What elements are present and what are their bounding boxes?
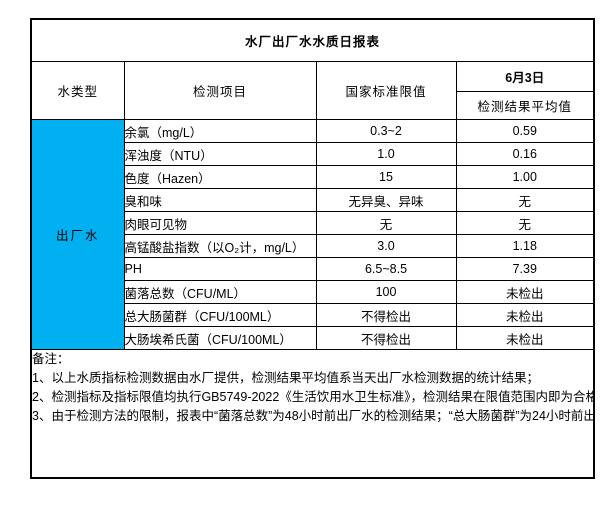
table-row: 色度（Hazen） 15 1.00	[31, 165, 595, 189]
water-type-cell: 出厂水	[30, 119, 125, 350]
limit-cell: 6.5~8.5	[315, 257, 457, 281]
item-cell: 色度（Hazen）	[123, 165, 317, 189]
header-date: 6月3日	[455, 61, 595, 92]
limit-cell: 1.0	[315, 142, 457, 166]
notes-row: 备注： 1、以上水质指标检测数据由水厂提供，检测结果平均值系当天出厂水检测数据的…	[30, 349, 595, 479]
header-subrow: 检测结果平均值	[31, 91, 595, 120]
table-row: 总大肠菌群（CFU/100ML） 不得检出 未检出	[31, 303, 595, 327]
result-cell: 无	[455, 188, 595, 212]
item-cell: 浑浊度（NTU）	[123, 142, 317, 166]
notes-label: 备注：	[32, 352, 70, 366]
title-row: 水厂出厂水水质日报表	[30, 18, 595, 62]
header-row: 水类型 检测项目 国家标准限值 6月3日	[30, 61, 595, 120]
result-cell: 1.00	[455, 165, 595, 189]
result-cell: 未检出	[455, 326, 595, 350]
table-row: 浑浊度（NTU） 1.0 0.16	[31, 142, 595, 166]
item-cell: 大肠埃希氏菌（CFU/100ML）	[123, 326, 317, 350]
table-row: 臭和味 无异臭、异味 无	[31, 188, 595, 212]
result-cell: 未检出	[455, 280, 595, 304]
limit-cell: 无异臭、异味	[315, 188, 457, 212]
result-cell: 未检出	[455, 303, 595, 327]
limit-cell: 不得检出	[315, 326, 457, 350]
item-cell: 余氯（mg/L）	[123, 119, 317, 143]
table-row: PH 6.5~8.5 7.39	[31, 257, 595, 281]
table-row: 大肠埃希氏菌（CFU/100ML） 不得检出 未检出	[31, 326, 595, 350]
limit-cell: 3.0	[315, 234, 457, 258]
table-row: 出厂水 余氯（mg/L） 0.3~2 0.59	[30, 119, 595, 350]
item-cell: PH	[123, 257, 317, 281]
item-cell: 肉眼可见物	[123, 211, 317, 235]
limit-cell: 无	[315, 211, 457, 235]
notes-section: 备注： 1、以上水质指标检测数据由水厂提供，检测结果平均值系当天出厂水检测数据的…	[30, 349, 595, 479]
result-cell: 1.18	[455, 234, 595, 258]
limit-cell: 0.3~2	[315, 119, 457, 143]
table-row: 肉眼可见物 无 无	[31, 211, 595, 235]
report-title: 水厂出厂水水质日报表	[30, 18, 595, 62]
note-line: 2、检测指标及指标限值均执行GB5749-2022《生活饮用水卫生标准》，检测结…	[32, 390, 595, 404]
header-standard-limit: 国家标准限值	[315, 61, 457, 120]
note-line: 1、以上水质指标检测数据由水厂提供，检测结果平均值系当天出厂水检测数据的统计结果…	[32, 371, 539, 385]
header-result-avg: 检测结果平均值	[455, 91, 595, 120]
item-cell: 臭和味	[123, 188, 317, 212]
limit-cell: 100	[315, 280, 457, 304]
item-cell: 总大肠菌群（CFU/100ML）	[123, 303, 317, 327]
water-quality-report-table: 水厂出厂水水质日报表 水类型 检测项目 国家标准限值 6月3日 检测结果平均值 …	[30, 18, 596, 479]
table-row: 菌落总数（CFU/ML） 100 未检出	[31, 280, 595, 304]
limit-cell: 15	[315, 165, 457, 189]
result-cell: 无	[455, 211, 595, 235]
result-cell: 0.59	[455, 119, 595, 143]
item-cell: 菌落总数（CFU/ML）	[123, 280, 317, 304]
result-cell: 7.39	[455, 257, 595, 281]
table-row: 高锰酸盐指数（以O₂计，mg/L） 3.0 1.18	[31, 234, 595, 258]
item-cell: 高锰酸盐指数（以O₂计，mg/L）	[123, 234, 317, 258]
limit-cell: 不得检出	[315, 303, 457, 327]
note-line: 3、由于检测方法的限制，报表中“菌落总数”为48小时前出厂水的检测结果；“总大肠…	[32, 409, 593, 423]
header-water-type: 水类型	[30, 61, 125, 120]
header-test-item: 检测项目	[123, 61, 317, 120]
result-cell: 0.16	[455, 142, 595, 166]
